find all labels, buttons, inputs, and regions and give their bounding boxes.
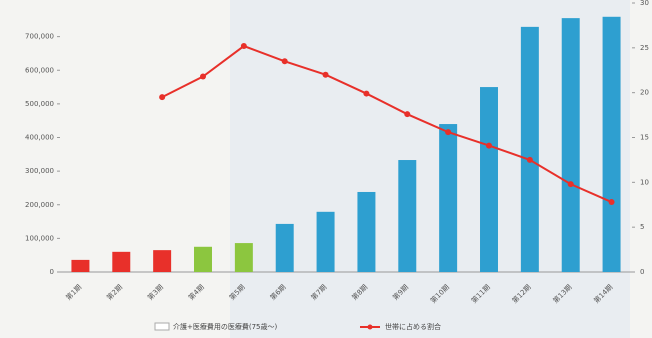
y-tick-label: 200,000 (25, 201, 54, 209)
y-tick-label: 700,000 (25, 33, 54, 41)
line-point (486, 142, 492, 149)
y-tick-label: 400,000 (25, 134, 54, 142)
bar (112, 251, 131, 272)
bar (480, 87, 498, 272)
line-point (200, 73, 206, 80)
y2-tick-label: 20 (640, 89, 649, 97)
line-point (608, 199, 615, 206)
legend-swatch (154, 322, 170, 331)
y-tick-label: 0 (50, 268, 54, 276)
bar (398, 160, 417, 272)
y2-tick-label: 30 (640, 0, 649, 7)
line-point (363, 90, 370, 97)
y2-tick-label: 0 (640, 268, 644, 276)
bar (234, 243, 253, 272)
y-tick-label: 300,000 (25, 167, 54, 175)
line-point (281, 58, 288, 65)
y2-tick-label: 5 (640, 223, 644, 231)
line-point (445, 129, 452, 136)
line-point (404, 111, 411, 118)
line-point (159, 94, 166, 101)
bar (357, 191, 376, 272)
bar (602, 16, 621, 272)
bar (520, 26, 539, 273)
bar (275, 223, 294, 272)
line-point (567, 181, 574, 188)
line-point (240, 43, 247, 50)
y-tick-label: 500,000 (25, 100, 54, 108)
y-tick-label: 600,000 (25, 66, 54, 74)
y2-tick-label: 15 (640, 134, 649, 142)
y-tick-label: 100,000 (25, 234, 54, 242)
line (161, 44, 612, 203)
line-point (322, 71, 329, 78)
bar (71, 259, 90, 272)
y2-tick-label: 10 (640, 178, 649, 186)
bar (439, 124, 458, 272)
bar (194, 246, 212, 272)
y2-tick-label: 25 (640, 44, 649, 52)
bar (316, 211, 335, 272)
line-point (526, 156, 533, 163)
legend-swatch (367, 324, 373, 330)
bar (153, 250, 172, 272)
bar (561, 18, 580, 272)
legend-label: 介護+医療費用の医療費(75歳〜) (173, 322, 278, 331)
legend-label: 世帯に占める割合 (385, 322, 441, 331)
